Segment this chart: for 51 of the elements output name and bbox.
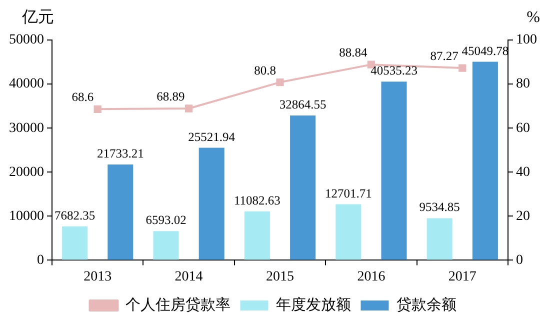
y2-tick-label: 40 xyxy=(516,164,530,180)
data-label: 68.6 xyxy=(72,90,94,104)
y-tick-label: 30000 xyxy=(9,120,44,136)
x-tick-label: 2014 xyxy=(174,269,203,284)
data-label: 80.8 xyxy=(254,63,276,78)
bar xyxy=(62,226,88,260)
point xyxy=(458,64,466,72)
bar xyxy=(198,148,224,260)
legend-label: 个人住房贷款率 xyxy=(125,296,230,314)
y2-tick-label: 20 xyxy=(516,208,530,224)
bar xyxy=(153,231,179,260)
data-label: 25521.94 xyxy=(188,130,236,144)
y2-axis-title: % xyxy=(526,9,540,26)
bar xyxy=(336,204,362,260)
bar xyxy=(426,218,452,260)
data-label: 88.84 xyxy=(339,46,368,60)
y2-tick-label: 100 xyxy=(516,32,537,48)
data-label: 21733.21 xyxy=(96,146,144,161)
data-label: 9534.85 xyxy=(419,200,460,214)
bar xyxy=(244,211,270,260)
x-tick-label: 2015 xyxy=(266,269,294,284)
y2-tick-label: 60 xyxy=(516,120,530,136)
bar xyxy=(290,115,316,260)
bar xyxy=(472,62,498,260)
point xyxy=(184,104,193,112)
legend-label: 年度发放额 xyxy=(276,296,351,314)
x-tick-label: 2017 xyxy=(448,269,476,284)
y-tick-label: 10000 xyxy=(9,208,44,224)
point xyxy=(276,78,284,86)
y-tick-label: 40000 xyxy=(9,76,44,92)
data-label: 87.27 xyxy=(430,49,458,64)
y-axis-title: 亿元 xyxy=(21,9,54,26)
point xyxy=(94,105,102,113)
x-tick-label: 2016 xyxy=(357,269,386,284)
y2-tick-label: 0 xyxy=(516,252,523,268)
data-label: 45049.78 xyxy=(462,44,509,58)
data-label: 11082.63 xyxy=(234,193,280,208)
y-tick-label: 50000 xyxy=(9,32,44,48)
data-label: 32864.55 xyxy=(279,97,326,112)
y-tick-label: 20000 xyxy=(9,164,44,180)
y-tick-label: 0 xyxy=(37,252,44,268)
legend-label: 贷款余额 xyxy=(396,296,456,314)
data-label: 68.89 xyxy=(156,90,185,104)
data-label: 6593.02 xyxy=(146,213,186,228)
data-label: 12701.71 xyxy=(324,186,372,200)
data-label: 7682.35 xyxy=(54,208,96,222)
x-tick-label: 2013 xyxy=(84,269,112,284)
bar xyxy=(108,164,134,260)
data-label: 40535.23 xyxy=(370,64,418,78)
bar xyxy=(381,82,407,260)
y2-tick-label: 80 xyxy=(516,76,530,92)
